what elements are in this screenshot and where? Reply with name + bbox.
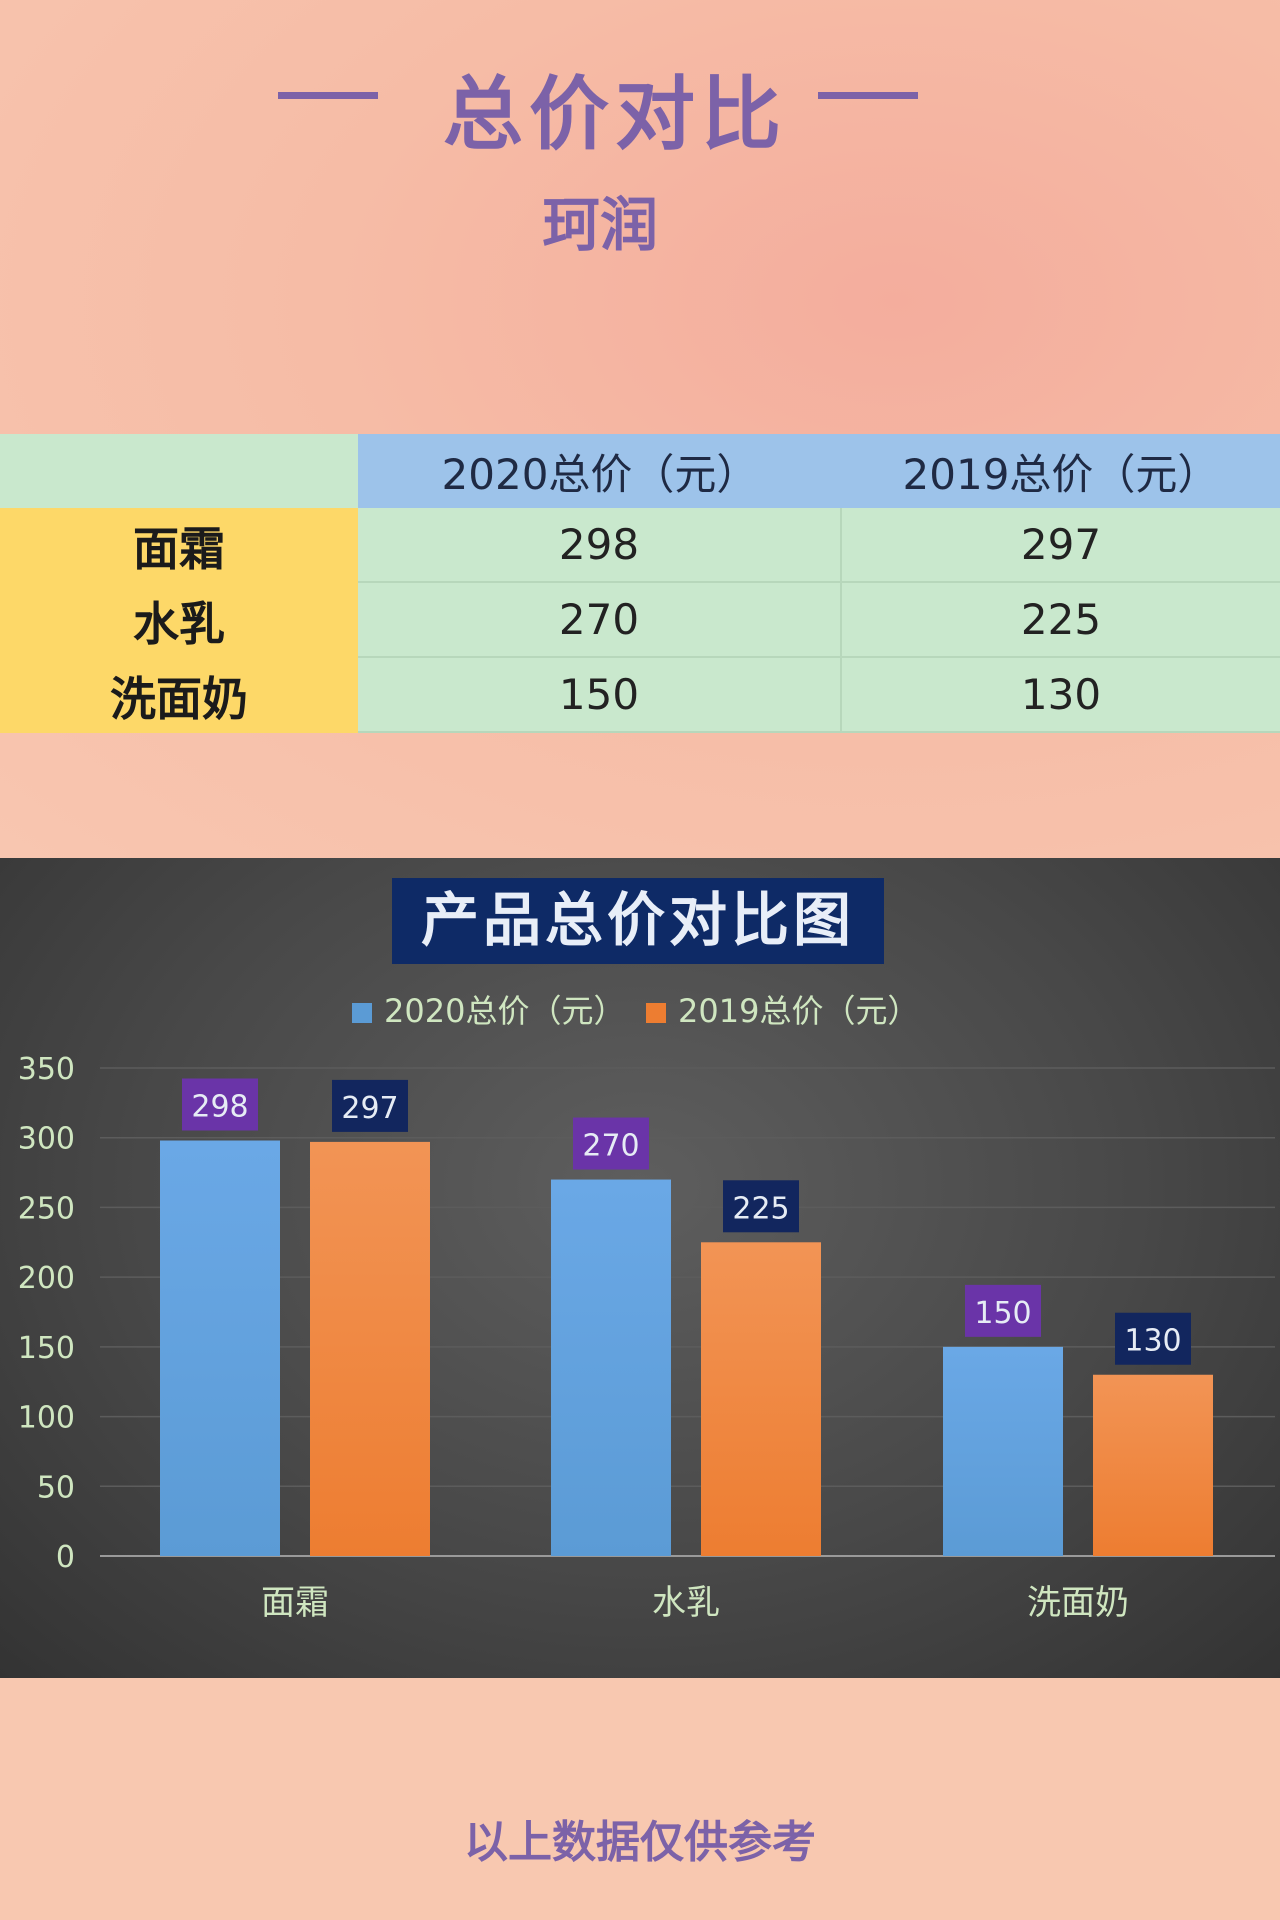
table-corner-cell bbox=[0, 434, 358, 508]
legend-label-2020: 2020总价（元） bbox=[384, 992, 625, 1030]
y-tick-label: 200 bbox=[18, 1261, 75, 1296]
table-row-label: 面霜 bbox=[0, 508, 358, 583]
table-cell: 150 bbox=[358, 658, 842, 733]
bar-2020 bbox=[551, 1179, 671, 1556]
data-label: 270 bbox=[582, 1129, 639, 1164]
page-title: 总价对比 bbox=[443, 68, 787, 161]
table-header-2019: 2019总价（元） bbox=[842, 434, 1280, 508]
y-tick-label: 100 bbox=[18, 1401, 75, 1436]
y-tick-label: 250 bbox=[18, 1191, 75, 1226]
data-label-box bbox=[1115, 1312, 1191, 1365]
legend-label-2019: 2019总价（元） bbox=[678, 992, 919, 1030]
x-tick-label: 洗面奶 bbox=[1027, 1583, 1129, 1623]
y-tick-label: 350 bbox=[18, 1052, 75, 1087]
x-tick-label: 面霜 bbox=[261, 1583, 329, 1623]
table-cell: 130 bbox=[842, 658, 1280, 733]
data-label: 225 bbox=[732, 1191, 789, 1226]
table-header-2020: 2020总价（元） bbox=[358, 434, 842, 508]
bar-2020 bbox=[943, 1346, 1063, 1556]
footer-note: 以上数据仅供参考 bbox=[464, 1817, 816, 1868]
data-label: 298 bbox=[191, 1090, 248, 1125]
table-cell: 270 bbox=[358, 583, 842, 658]
y-tick-label: 0 bbox=[56, 1540, 75, 1575]
data-label-box bbox=[332, 1079, 408, 1132]
legend-swatch-2019 bbox=[646, 1003, 666, 1023]
y-tick-label: 50 bbox=[37, 1470, 75, 1505]
chart-panel: 产品总价对比图 2020总价（元） 2019总价（元） 0 50 100 150 200 250… bbox=[0, 858, 1280, 1678]
chart-title-box bbox=[392, 878, 884, 964]
price-table: 2020总价（元） 2019总价（元） 面霜 298 297 水乳 270 22… bbox=[0, 434, 1280, 734]
y-tick-label: 300 bbox=[18, 1122, 75, 1157]
title-dash-right bbox=[818, 92, 918, 99]
title-row: 总价对比 bbox=[0, 40, 1280, 161]
bar-2019 bbox=[1093, 1374, 1213, 1556]
data-label-box bbox=[723, 1180, 799, 1233]
bar-2019 bbox=[310, 1141, 430, 1556]
bar-2019 bbox=[701, 1242, 821, 1556]
data-label: 297 bbox=[341, 1091, 398, 1126]
bar-chart: 产品总价对比图 2020总价（元） 2019总价（元） 0 50 100 150 200 250… bbox=[18, 878, 1275, 1623]
x-tick-label: 水乳 bbox=[652, 1583, 720, 1623]
table-cell: 297 bbox=[842, 508, 1280, 583]
brand-name: 珂润 bbox=[541, 191, 658, 259]
chart-title: 产品总价对比图 bbox=[421, 886, 855, 954]
bar-2020 bbox=[160, 1140, 280, 1556]
table-row-label: 洗面奶 bbox=[0, 658, 358, 733]
y-tick-label: 150 bbox=[18, 1331, 75, 1366]
table-cell: 225 bbox=[842, 583, 1280, 658]
data-label-box bbox=[965, 1284, 1041, 1337]
data-label-box bbox=[182, 1078, 258, 1131]
title-dash-left bbox=[278, 92, 378, 99]
table-row-label: 水乳 bbox=[0, 583, 358, 658]
table-cell: 298 bbox=[358, 508, 842, 583]
legend-swatch-2020 bbox=[352, 1003, 372, 1023]
data-label: 130 bbox=[1124, 1324, 1181, 1359]
data-label-box bbox=[573, 1117, 649, 1170]
data-label: 150 bbox=[974, 1296, 1031, 1331]
